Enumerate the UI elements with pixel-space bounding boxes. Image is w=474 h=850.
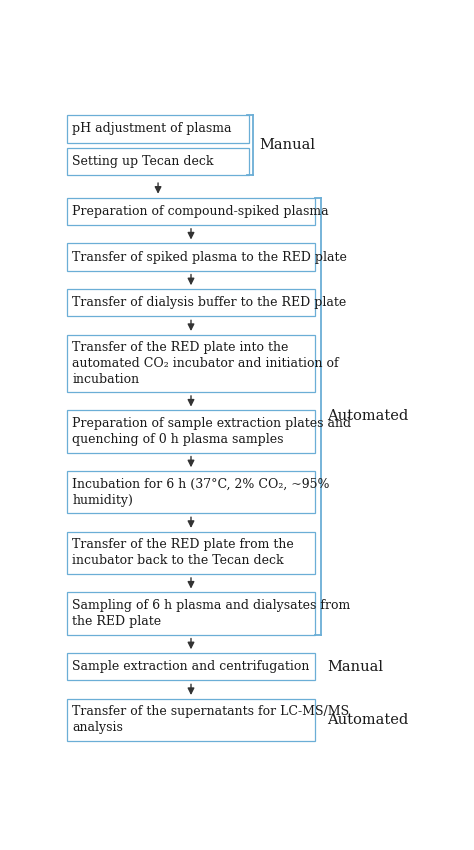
FancyBboxPatch shape	[67, 289, 315, 316]
FancyBboxPatch shape	[67, 699, 315, 741]
Text: Incubation for 6 h (37°C, 2% CO₂, ~95%
humidity): Incubation for 6 h (37°C, 2% CO₂, ~95% h…	[73, 478, 330, 507]
Text: Transfer of dialysis buffer to the RED plate: Transfer of dialysis buffer to the RED p…	[73, 297, 346, 309]
Text: Automated: Automated	[328, 409, 409, 423]
Text: Sample extraction and centrifugation: Sample extraction and centrifugation	[73, 660, 310, 673]
FancyBboxPatch shape	[67, 148, 249, 175]
Text: Transfer of the RED plate from the
incubator back to the Tecan deck: Transfer of the RED plate from the incub…	[73, 538, 294, 568]
FancyBboxPatch shape	[67, 243, 315, 270]
Text: Manual: Manual	[259, 139, 315, 152]
FancyBboxPatch shape	[67, 592, 315, 635]
Text: Transfer of the RED plate into the
automated CO₂ incubator and initiation of
inc: Transfer of the RED plate into the autom…	[73, 341, 339, 386]
FancyBboxPatch shape	[67, 471, 315, 513]
FancyBboxPatch shape	[67, 198, 315, 225]
Text: Sampling of 6 h plasma and dialysates from
the RED plate: Sampling of 6 h plasma and dialysates fr…	[73, 599, 351, 628]
Text: pH adjustment of plasma: pH adjustment of plasma	[73, 122, 232, 135]
Text: Preparation of compound-spiked plasma: Preparation of compound-spiked plasma	[73, 205, 329, 218]
Text: Transfer of spiked plasma to the RED plate: Transfer of spiked plasma to the RED pla…	[73, 251, 347, 264]
FancyBboxPatch shape	[67, 653, 315, 680]
Text: Automated: Automated	[328, 713, 409, 727]
Text: Setting up Tecan deck: Setting up Tecan deck	[73, 155, 214, 168]
Text: Preparation of sample extraction plates and
quenching of 0 h plasma samples: Preparation of sample extraction plates …	[73, 417, 352, 446]
FancyBboxPatch shape	[67, 116, 249, 143]
Text: Manual: Manual	[328, 660, 383, 674]
FancyBboxPatch shape	[67, 335, 315, 392]
FancyBboxPatch shape	[67, 532, 315, 574]
Text: Transfer of the supernatants for LC-MS/MS
analysis: Transfer of the supernatants for LC-MS/M…	[73, 706, 349, 734]
FancyBboxPatch shape	[67, 411, 315, 453]
